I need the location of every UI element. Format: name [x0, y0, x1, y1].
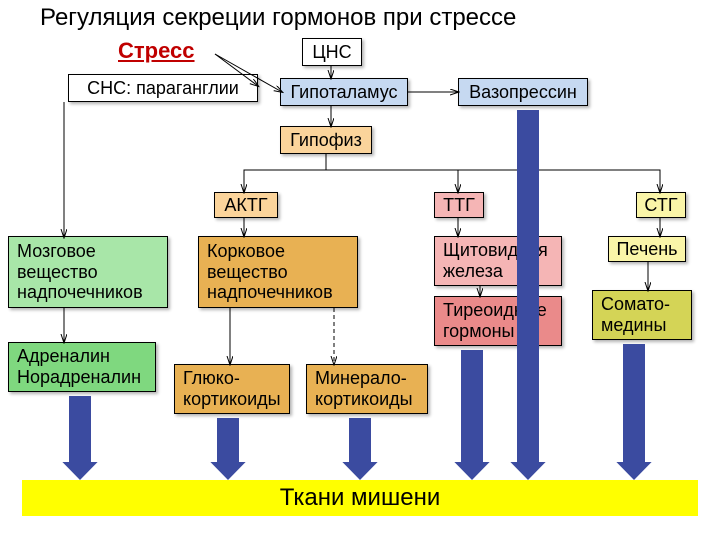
box-thyHorm: Тиреоидные гормоны	[434, 296, 562, 346]
box-acth: АКТГ	[214, 192, 278, 218]
box-pituitary: Гипофиз	[280, 126, 372, 154]
box-vaso: Вазопрессин	[458, 78, 588, 106]
box-cns: ЦНС	[302, 38, 362, 66]
box-gluco: Глюко- кортикоиды	[174, 364, 290, 414]
box-adrenalin: Адреналин Норадреналин	[8, 342, 156, 392]
target-tissues-bar: Ткани мишени	[22, 480, 698, 516]
box-liver: Печень	[608, 236, 686, 262]
box-somato: Сомато- медины	[592, 290, 692, 340]
stress-label: Стресс	[118, 38, 195, 64]
box-thyroid: Щитовидная железа	[434, 236, 562, 286]
box-mineral: Минерало- кортикоиды	[306, 364, 428, 414]
box-stg: СТГ	[636, 192, 686, 218]
box-ttg: ТТГ	[434, 192, 484, 218]
box-adrenalMed: Мозговое вещество надпочечников	[8, 236, 168, 308]
box-hypoth: Гипоталамус	[280, 78, 408, 106]
box-sns: СНС: параганглии	[68, 74, 258, 102]
box-adrenalCor: Корковое вещество надпочечников	[198, 236, 358, 308]
page-title: Регуляция секреции гормонов при стрессе	[40, 4, 516, 32]
